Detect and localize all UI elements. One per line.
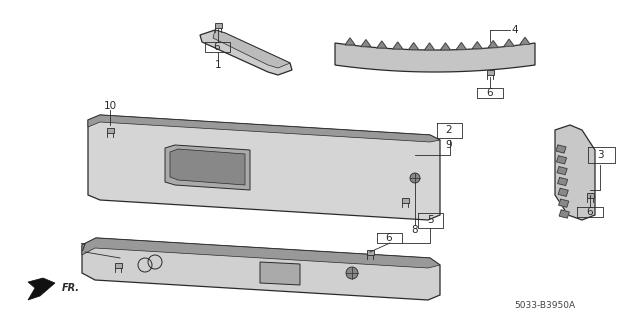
Bar bbox=[401, 197, 408, 203]
Polygon shape bbox=[393, 42, 403, 49]
Polygon shape bbox=[260, 262, 300, 285]
Polygon shape bbox=[456, 42, 467, 49]
Polygon shape bbox=[556, 145, 566, 153]
Text: 7: 7 bbox=[79, 243, 85, 253]
Polygon shape bbox=[440, 43, 451, 50]
Polygon shape bbox=[335, 43, 535, 72]
Bar bbox=[367, 249, 374, 255]
Text: 6: 6 bbox=[587, 207, 593, 217]
Bar bbox=[106, 128, 113, 132]
Polygon shape bbox=[520, 37, 530, 44]
Polygon shape bbox=[472, 42, 483, 49]
Polygon shape bbox=[200, 30, 292, 75]
Polygon shape bbox=[559, 210, 569, 218]
Text: 3: 3 bbox=[596, 150, 604, 160]
Text: 1: 1 bbox=[214, 60, 221, 70]
Text: 5033-B3950A: 5033-B3950A bbox=[515, 300, 575, 309]
Polygon shape bbox=[424, 43, 435, 50]
Polygon shape bbox=[165, 145, 250, 190]
Polygon shape bbox=[557, 156, 566, 164]
Text: 2: 2 bbox=[445, 125, 452, 135]
Polygon shape bbox=[557, 177, 568, 186]
Text: 10: 10 bbox=[104, 101, 116, 111]
Polygon shape bbox=[555, 125, 595, 220]
Text: 8: 8 bbox=[412, 225, 419, 235]
Bar bbox=[586, 192, 593, 197]
Polygon shape bbox=[504, 39, 514, 46]
Bar bbox=[214, 23, 221, 27]
Polygon shape bbox=[213, 30, 290, 68]
Text: 5: 5 bbox=[427, 215, 433, 225]
Text: 4: 4 bbox=[512, 25, 518, 35]
Text: 6: 6 bbox=[386, 233, 392, 243]
Polygon shape bbox=[28, 278, 55, 300]
Polygon shape bbox=[82, 238, 440, 300]
Text: 6: 6 bbox=[486, 88, 493, 98]
Polygon shape bbox=[345, 38, 355, 45]
Polygon shape bbox=[361, 40, 371, 47]
Text: 6: 6 bbox=[214, 42, 220, 52]
Text: FR.: FR. bbox=[62, 283, 80, 293]
Circle shape bbox=[346, 267, 358, 279]
Bar bbox=[486, 70, 493, 75]
Polygon shape bbox=[88, 115, 440, 142]
Polygon shape bbox=[377, 41, 387, 48]
Polygon shape bbox=[408, 43, 419, 50]
Polygon shape bbox=[558, 188, 568, 196]
Polygon shape bbox=[88, 115, 440, 220]
Polygon shape bbox=[488, 41, 498, 48]
Polygon shape bbox=[82, 238, 440, 268]
Polygon shape bbox=[559, 199, 569, 207]
Text: 9: 9 bbox=[445, 140, 452, 150]
Bar bbox=[115, 263, 122, 268]
Polygon shape bbox=[557, 167, 567, 175]
Circle shape bbox=[410, 173, 420, 183]
Polygon shape bbox=[170, 149, 245, 185]
